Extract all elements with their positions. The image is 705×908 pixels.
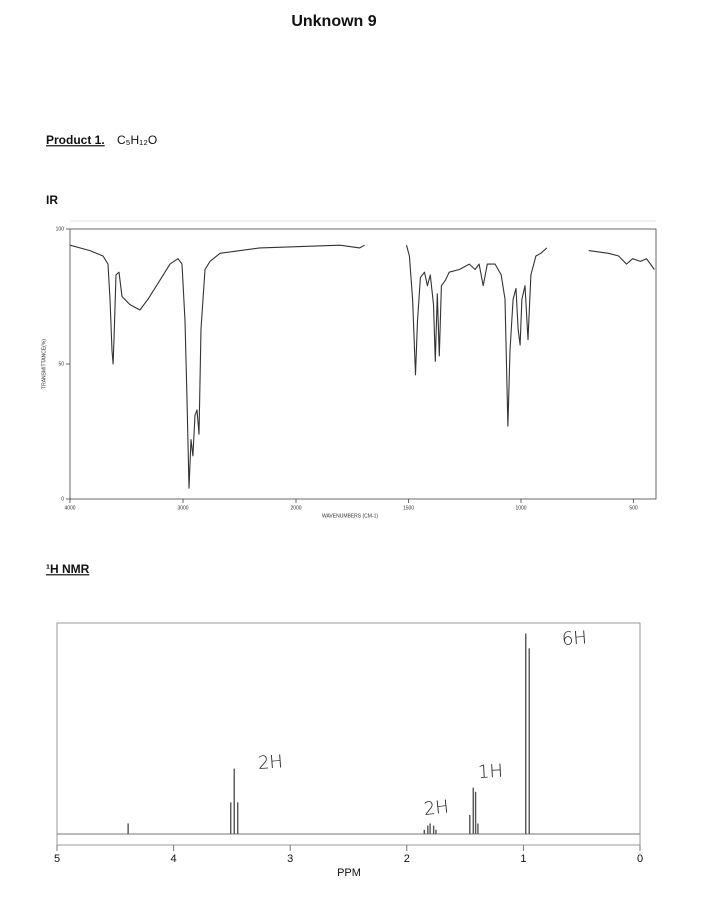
product-label: Product 1.: [46, 133, 105, 147]
x-tick-label: 500: [629, 505, 638, 511]
y-tick-label: 100: [56, 226, 65, 232]
x-tick-label: 0: [637, 853, 643, 865]
ir-heading: IR: [46, 193, 58, 207]
y-tick-label: 50: [58, 361, 64, 367]
x-tick-label: 3: [287, 853, 293, 865]
ir-frame: [69, 228, 657, 500]
nmr-x-label: PPM: [337, 867, 361, 879]
x-tick-label: 1: [520, 853, 526, 865]
formula: C₅H₁₂O: [117, 133, 157, 147]
ir-y-label: TRANSMITTANCE(%): [41, 339, 47, 389]
x-tick-label: 2: [404, 853, 410, 865]
x-tick-label: 5: [54, 853, 60, 865]
x-tick-label: 4000: [64, 505, 75, 511]
ir-x-label: WAVENUMBERS (CM-1): [322, 513, 378, 519]
x-tick-label: 1000: [515, 505, 526, 511]
nmr-heading: ¹H NMR: [46, 562, 90, 576]
integration-note: 1H: [477, 761, 503, 783]
y-tick-label: 0: [61, 496, 64, 502]
page-title: Unknown 9: [291, 13, 376, 30]
integration-note: 2H: [423, 796, 450, 819]
x-tick-label: 3000: [177, 505, 188, 511]
integration-note: 6H: [561, 627, 587, 650]
x-tick-label: 1500: [403, 505, 414, 511]
ir-spectrum: [69, 244, 655, 489]
nmr-frame: [56, 622, 641, 846]
x-tick-label: 4: [171, 853, 177, 865]
integration-note: 2H: [257, 751, 283, 774]
x-tick-label: 2000: [290, 505, 301, 511]
